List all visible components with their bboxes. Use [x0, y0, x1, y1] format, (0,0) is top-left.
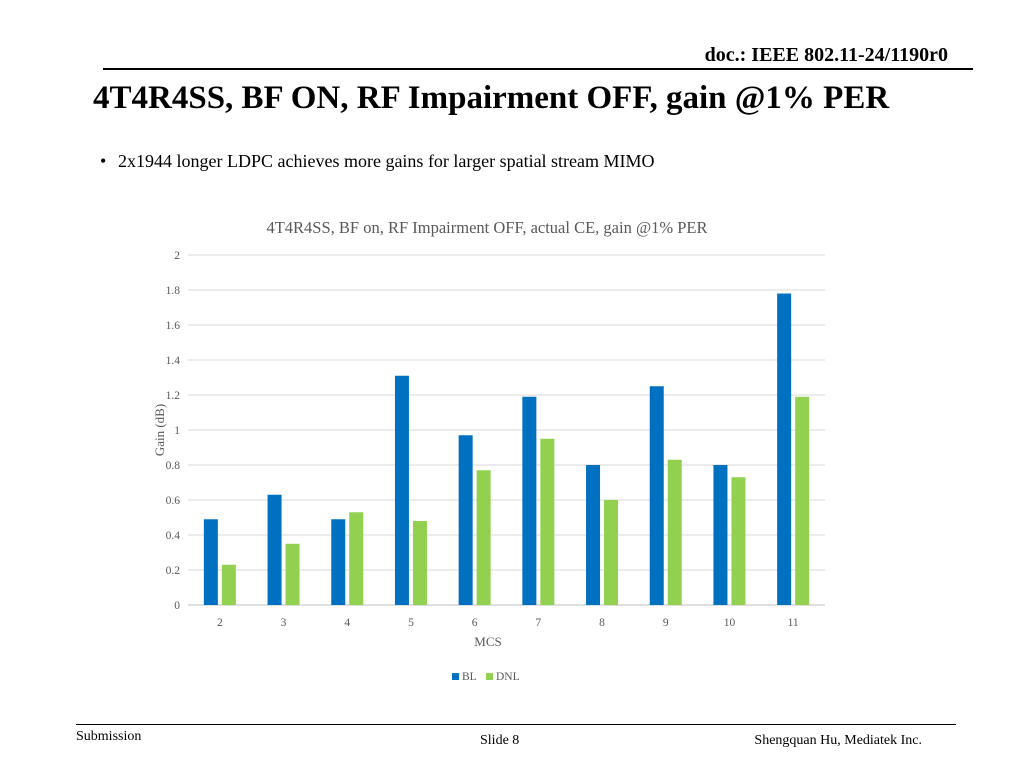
header-rule — [103, 68, 973, 70]
legend-label: BL — [462, 671, 477, 683]
bar-dnl — [221, 564, 236, 605]
bar-dnl — [667, 459, 682, 605]
bar-dnl — [476, 470, 491, 605]
slide-title: 4T4R4SS, BF ON, RF Impairment OFF, gain … — [93, 80, 890, 116]
footer-rule — [76, 724, 956, 725]
x-tick-label: 6 — [472, 617, 478, 629]
y-tick-label: 1.4 — [166, 355, 181, 367]
bar-bl — [777, 293, 792, 605]
y-axis-ticks: 0 0.2 0.4 0.6 0.8 1 1.2 1.4 1.6 1.8 2 — [166, 250, 181, 612]
y-tick-label: 1.6 — [166, 320, 181, 332]
x-tick-label: 2 — [217, 617, 223, 629]
bar-dnl — [412, 521, 427, 605]
x-tick-label: 11 — [788, 617, 799, 629]
bar-dnl — [285, 543, 300, 605]
bar-bl — [586, 465, 601, 605]
document-id: doc.: IEEE 802.11-24/1190r0 — [704, 44, 948, 66]
x-axis-title: MCS — [474, 634, 501, 649]
bar-dnl — [540, 438, 555, 605]
chart-legend: BL DNL — [452, 671, 520, 683]
x-tick-label: 7 — [535, 617, 541, 629]
x-tick-label: 4 — [344, 617, 350, 629]
y-tick-label: 1.8 — [166, 285, 181, 297]
bar-dnl — [349, 512, 364, 605]
chart-gridlines — [188, 254, 825, 606]
x-tick-label: 8 — [599, 617, 605, 629]
footer-author: Shengquan Hu, Mediatek Inc. — [754, 733, 922, 748]
bar-dnl — [604, 500, 619, 605]
chart-bars — [203, 293, 810, 605]
bar-bl — [203, 519, 218, 605]
x-tick-label: 5 — [408, 617, 414, 629]
bar-bl — [458, 435, 473, 605]
x-tick-label: 9 — [663, 617, 669, 629]
x-axis-ticks: 2 3 4 5 6 7 8 9 10 11 — [217, 617, 799, 629]
bar-dnl — [731, 477, 746, 605]
legend-swatch-dnl — [486, 673, 493, 680]
footer-submission: Submission — [76, 729, 142, 744]
legend-swatch-bl — [452, 673, 459, 680]
y-axis-title: Gain (dB) — [152, 404, 167, 456]
bullet-item: • 2x1944 longer LDPC achieves more gains … — [100, 151, 655, 172]
bar-bl — [713, 465, 728, 605]
y-tick-label: 0.2 — [166, 565, 181, 577]
gain-bar-chart: 4T4R4SS, BF on, RF Impairment OFF, actua… — [152, 218, 825, 683]
y-tick-label: 0 — [174, 600, 180, 612]
legend-label: DNL — [496, 671, 520, 683]
y-tick-label: 0.8 — [166, 460, 181, 472]
bullet-symbol: • — [100, 151, 107, 171]
bar-dnl — [795, 396, 810, 605]
bar-bl — [649, 386, 664, 605]
y-tick-label: 0.4 — [166, 530, 181, 542]
bar-bl — [394, 375, 409, 605]
bar-bl — [331, 519, 346, 605]
footer-slide-number: Slide 8 — [480, 733, 520, 748]
bullet-text: 2x1944 longer LDPC achieves more gains f… — [118, 151, 655, 171]
bar-bl — [267, 494, 282, 605]
y-tick-label: 0.6 — [166, 495, 181, 507]
x-tick-label: 3 — [281, 617, 287, 629]
y-tick-label: 1.2 — [166, 390, 181, 402]
y-tick-label: 2 — [174, 250, 180, 262]
y-tick-label: 1 — [174, 425, 180, 437]
x-tick-label: 10 — [724, 617, 736, 629]
bar-bl — [522, 396, 537, 605]
chart-title: 4T4R4SS, BF on, RF Impairment OFF, actua… — [266, 218, 707, 237]
